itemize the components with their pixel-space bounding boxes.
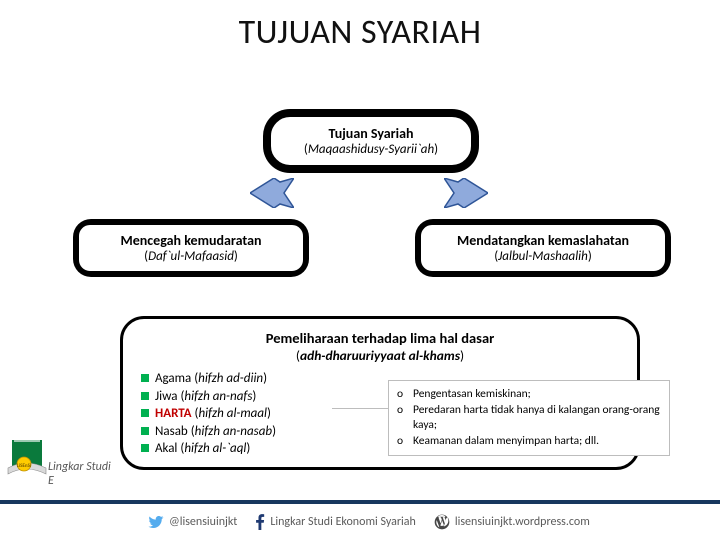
footer-facebook[interactable]: Lingkar Studi Ekonomi Syariah bbox=[255, 514, 416, 530]
twitter-icon bbox=[148, 514, 164, 530]
side-row: o Keamanan dalam menyimpan harta; dll. bbox=[397, 434, 661, 450]
footer-wordpress[interactable]: lisensiuinjkt.wordpress.com bbox=[434, 514, 590, 530]
pillar-text: Agama (hifzh ad-diin) bbox=[155, 370, 267, 388]
bullet-icon bbox=[141, 427, 149, 435]
harta-details-box: o Pengentasan kemiskinan; o Peredaran harta… bbox=[388, 380, 670, 456]
bullet-icon bbox=[141, 374, 149, 382]
card-heading-2: (adh-dharuuriyyaat al-khams) bbox=[141, 347, 619, 364]
wordpress-url: lisensiuinjkt.wordpress.com bbox=[455, 515, 590, 529]
right-line1: Mendatangkan kemaslahatan bbox=[421, 232, 665, 249]
circle-bullet-icon: o bbox=[397, 434, 407, 450]
bullet-icon bbox=[141, 444, 149, 452]
bullet-icon bbox=[141, 392, 149, 400]
paren: ) bbox=[460, 347, 464, 364]
right-line2: (Jalbul-Mashaalih) bbox=[421, 249, 665, 264]
pillar-text: Nasab (hifzh an-nasab) bbox=[155, 423, 276, 441]
pillar-item: HARTA (hifzh al-maal) bbox=[141, 405, 341, 423]
pillar-text: HARTA (hifzh al-maal) bbox=[155, 405, 271, 423]
connector-line bbox=[332, 408, 388, 409]
side-text: Pengentasan kemiskinan; bbox=[413, 387, 531, 403]
org-logo: LiSEnSi Lingkar Studi E bbox=[6, 408, 116, 486]
side-text: Keamanan dalam menyimpan harta; dll. bbox=[413, 434, 599, 450]
pillars-list: Agama (hifzh ad-diin)Jiwa (hifzh an-nafs… bbox=[141, 370, 341, 458]
paren: ) bbox=[434, 142, 438, 157]
branch-left: Mencegah kemudaratan (Daf`ul-Mafaasid) bbox=[76, 222, 306, 274]
pillar-text: Jiwa (hifzh an-nafs) bbox=[155, 388, 256, 406]
arrow-right bbox=[444, 178, 488, 208]
pillar-text: Akal (hifzh al-`aql) bbox=[155, 440, 250, 458]
left-italic: Daf`ul-Mafaasid bbox=[148, 249, 234, 264]
footer-bar: @lisensiuinjkt Lingkar Studi Ekonomi Sya… bbox=[0, 500, 720, 540]
paren: ) bbox=[234, 249, 238, 264]
circle-bullet-icon: o bbox=[397, 387, 407, 403]
pillar-item: Agama (hifzh ad-diin) bbox=[141, 370, 341, 388]
twitter-handle: @lisensiuinjkt bbox=[169, 515, 237, 529]
branch-right: Mendatangkan kemaslahatan (Jalbul-Mashaa… bbox=[418, 222, 668, 274]
pillar-item: Nasab (hifzh an-nasab) bbox=[141, 423, 341, 441]
pillar-item: Akal (hifzh al-`aql) bbox=[141, 440, 341, 458]
right-italic: Jalbul-Mashaalih bbox=[498, 249, 588, 264]
facebook-page: Lingkar Studi Ekonomi Syariah bbox=[270, 515, 416, 529]
facebook-icon bbox=[255, 514, 265, 530]
top-line2: (Maqaashidusy-Syarii`ah) bbox=[304, 142, 438, 157]
side-text: Peredaran harta tidak hanya di kalangan … bbox=[413, 403, 661, 434]
left-line2: (Daf`ul-Mafaasid) bbox=[79, 249, 303, 264]
page-title: TUJUAN SYARIAH bbox=[0, 0, 720, 53]
side-row: o Pengentasan kemiskinan; bbox=[397, 387, 661, 403]
footer-twitter[interactable]: @lisensiuinjkt bbox=[148, 514, 237, 530]
logo-text: Lingkar Studi E bbox=[48, 460, 116, 488]
svg-text:LiSEnSi: LiSEnSi bbox=[17, 463, 31, 469]
top-goal-box: Tujuan Syariah (Maqaashidusy-Syarii`ah) bbox=[268, 114, 474, 168]
left-line1: Mencegah kemudaratan bbox=[79, 232, 303, 249]
pillar-item: Jiwa (hifzh an-nafs) bbox=[141, 388, 341, 406]
paren: ) bbox=[588, 249, 592, 264]
circle-bullet-icon: o bbox=[397, 403, 407, 419]
top-italic: Maqaashidusy-Syarii`ah bbox=[308, 142, 434, 157]
card-heading-italic: adh-dharuuriyyaat al-khams bbox=[300, 347, 460, 364]
arrow-left bbox=[250, 178, 294, 208]
card-heading-1: Pemeliharaan terhadap lima hal dasar bbox=[141, 329, 619, 347]
side-row: o Peredaran harta tidak hanya di kalangan… bbox=[397, 403, 661, 434]
wordpress-icon bbox=[434, 514, 450, 530]
top-line1: Tujuan Syariah bbox=[329, 125, 414, 142]
bullet-icon bbox=[141, 409, 149, 417]
